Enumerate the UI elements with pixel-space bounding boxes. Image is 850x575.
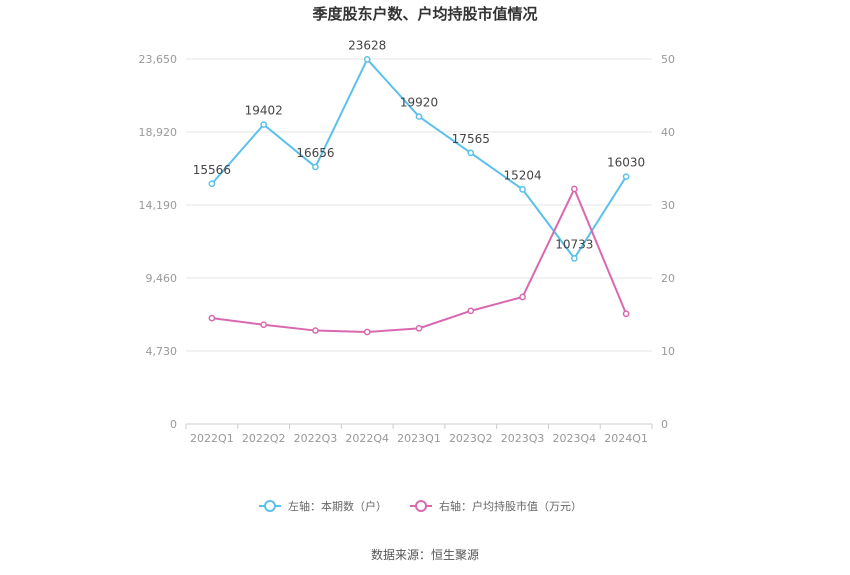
source-note: 数据来源：恒生聚源	[371, 547, 479, 562]
data-point	[570, 185, 578, 193]
y-right-tick-label: 10	[661, 345, 675, 358]
legend-marker	[415, 500, 427, 512]
x-tick-label: 2024Q1	[604, 432, 648, 445]
series-line-1	[211, 187, 628, 334]
data-point	[363, 328, 371, 336]
y-left-tick-label: 9,460	[146, 272, 178, 285]
x-tick-label: 2023Q3	[501, 432, 545, 445]
y-right-tick-label: 50	[661, 53, 675, 66]
y-right-tick-label: 20	[661, 272, 675, 285]
data-point	[312, 163, 319, 171]
y-right-tick-label: 40	[661, 126, 675, 139]
data-point	[312, 327, 319, 334]
x-tick-label: 2023Q2	[449, 432, 493, 445]
x-tick-label: 2023Q1	[397, 432, 441, 445]
data-label: 19402	[245, 104, 283, 118]
data-label: 15204	[503, 168, 541, 182]
data-point	[467, 149, 475, 157]
series-layer	[208, 55, 630, 336]
y-left-tick-label: 0	[170, 418, 177, 431]
x-tick-label: 2022Q2	[242, 432, 286, 445]
y-left-tick-label: 14,190	[139, 199, 178, 212]
legend-marker	[264, 500, 276, 512]
data-point	[363, 55, 371, 63]
legend-label: 左轴：本期数（户）	[288, 499, 387, 513]
y-left-tick-label: 18,920	[139, 126, 178, 139]
data-point	[260, 321, 268, 329]
data-point	[208, 180, 216, 188]
y-left-tick-label: 23,650	[139, 53, 178, 66]
data-point	[415, 113, 423, 120]
data-labels: 15566 19402 16656 23628 19920 17565 15204 10733…	[193, 38, 645, 251]
data-label: 19920	[400, 96, 438, 110]
x-tick-label: 2022Q1	[190, 432, 234, 445]
data-point	[208, 314, 216, 322]
x-tick-label: 2023Q4	[553, 432, 597, 445]
series-line-0	[211, 58, 627, 260]
grid-lines	[186, 58, 652, 425]
chart-title: 季度股东户数、户均持股市值情况	[312, 5, 537, 23]
y-right-tick-label: 30	[661, 199, 675, 212]
y-left-tick-label: 4,730	[146, 345, 178, 358]
data-point	[622, 310, 630, 318]
data-label: 23628	[348, 38, 386, 52]
data-label: 10733	[555, 237, 593, 251]
data-label: 16656	[296, 146, 334, 160]
data-point	[415, 325, 423, 332]
data-label: 15566	[193, 163, 231, 177]
data-point	[467, 307, 475, 315]
data-label: 16030	[607, 156, 645, 170]
y-right-tick-label: 0	[661, 418, 668, 431]
data-point	[519, 293, 526, 301]
legend-label: 右轴：户均持股市值（万元）	[439, 499, 582, 513]
x-tick-label: 2022Q4	[345, 432, 389, 445]
legend: 左轴：本期数（户） 右轴：户均持股市值（万元）	[259, 499, 582, 513]
axes: 0 4,730 9,460 14,190 18,920 23,650 0 10 20 30 40 50…	[139, 53, 676, 445]
data-point	[570, 255, 578, 262]
x-tick-label: 2022Q3	[294, 432, 338, 445]
data-label: 17565	[452, 132, 490, 146]
data-point	[260, 121, 268, 128]
data-point	[622, 173, 630, 180]
data-point	[519, 186, 526, 193]
